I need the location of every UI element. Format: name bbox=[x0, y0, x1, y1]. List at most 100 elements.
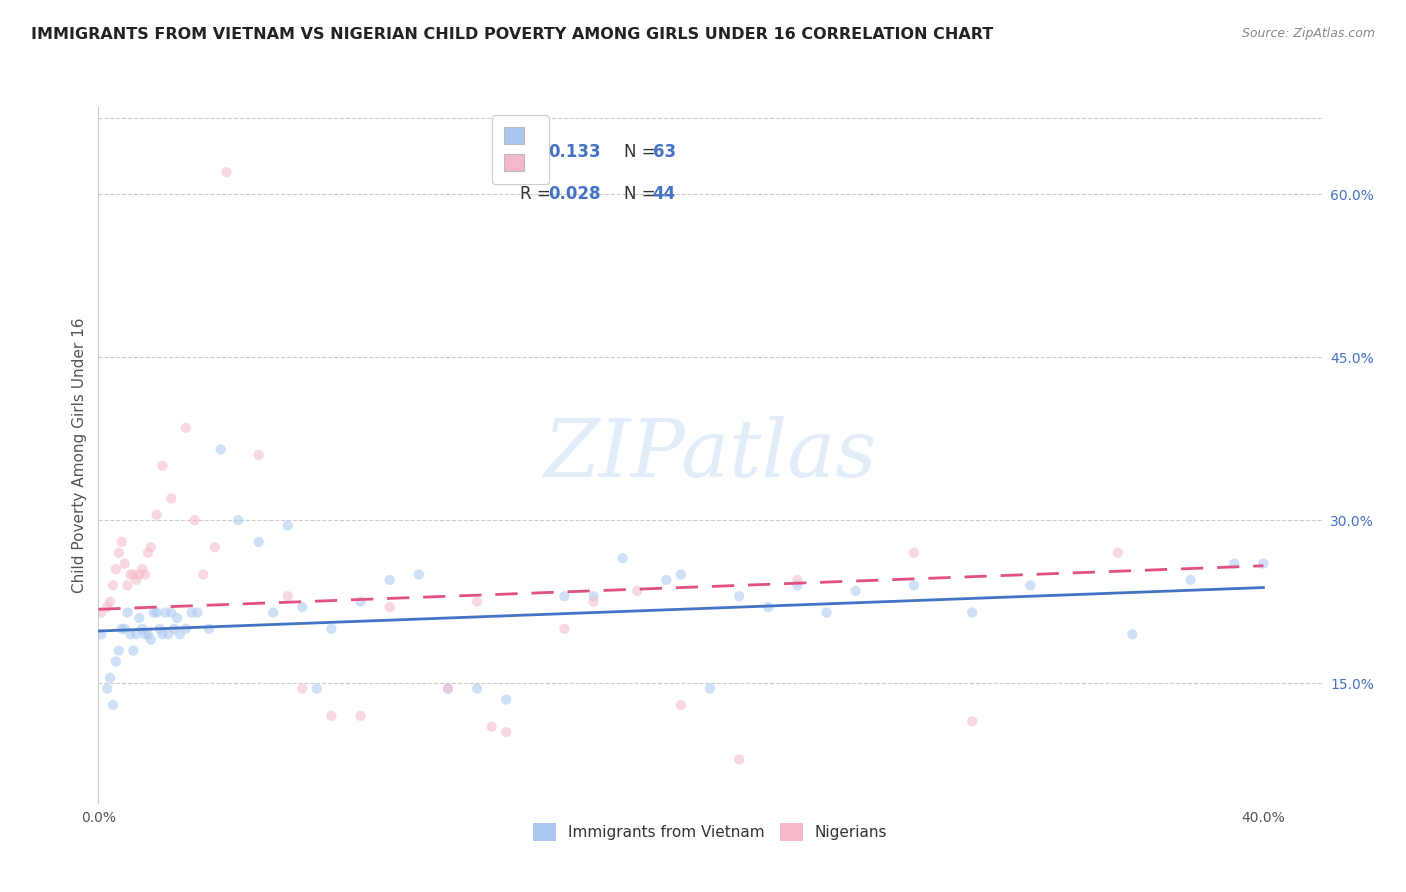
Point bbox=[122, 643, 145, 657]
Point bbox=[582, 589, 605, 603]
Point bbox=[149, 622, 172, 636]
Point bbox=[321, 708, 343, 723]
Point bbox=[155, 606, 177, 620]
Point bbox=[1253, 557, 1275, 571]
Point bbox=[145, 508, 167, 522]
Point bbox=[120, 627, 142, 641]
Point bbox=[104, 562, 127, 576]
Text: 44: 44 bbox=[652, 185, 676, 203]
Point bbox=[612, 551, 634, 566]
Point bbox=[903, 578, 925, 592]
Point bbox=[378, 573, 401, 587]
Point bbox=[1180, 573, 1202, 587]
Point bbox=[163, 622, 186, 636]
Text: ZIPatlas: ZIPatlas bbox=[543, 417, 877, 493]
Point bbox=[408, 567, 430, 582]
Point bbox=[582, 595, 605, 609]
Point bbox=[349, 708, 371, 723]
Point bbox=[321, 622, 343, 636]
Point bbox=[108, 546, 131, 560]
Point bbox=[669, 567, 692, 582]
Point bbox=[145, 606, 167, 620]
Point bbox=[166, 611, 188, 625]
Point bbox=[481, 720, 503, 734]
Point bbox=[277, 589, 299, 603]
Point bbox=[174, 421, 197, 435]
Point bbox=[139, 541, 162, 555]
Point bbox=[247, 448, 270, 462]
Point bbox=[204, 541, 226, 555]
Point bbox=[193, 567, 215, 582]
Point bbox=[152, 458, 174, 473]
Point bbox=[120, 567, 142, 582]
Point bbox=[131, 622, 153, 636]
Point bbox=[183, 513, 205, 527]
Point bbox=[349, 595, 371, 609]
Point bbox=[90, 606, 112, 620]
Text: 63: 63 bbox=[652, 144, 676, 161]
Point bbox=[437, 681, 460, 696]
Point bbox=[465, 681, 488, 696]
Point bbox=[157, 627, 180, 641]
Point bbox=[215, 165, 238, 179]
Point bbox=[114, 557, 136, 571]
Point bbox=[247, 534, 270, 549]
Point bbox=[117, 606, 139, 620]
Text: N =: N = bbox=[624, 185, 661, 203]
Point bbox=[1121, 627, 1143, 641]
Text: 0.028: 0.028 bbox=[548, 185, 600, 203]
Point bbox=[305, 681, 328, 696]
Point bbox=[495, 725, 517, 739]
Point bbox=[90, 627, 112, 641]
Point bbox=[465, 595, 488, 609]
Point bbox=[108, 643, 131, 657]
Point bbox=[655, 573, 678, 587]
Point bbox=[1107, 546, 1129, 560]
Point bbox=[209, 442, 232, 457]
Point bbox=[1019, 578, 1042, 592]
Point bbox=[728, 589, 751, 603]
Point bbox=[1223, 557, 1246, 571]
Text: 0.133: 0.133 bbox=[548, 144, 602, 161]
Point bbox=[101, 698, 124, 712]
Point bbox=[142, 606, 165, 620]
Point bbox=[786, 578, 808, 592]
Point bbox=[136, 627, 159, 641]
Y-axis label: Child Poverty Among Girls Under 16: Child Poverty Among Girls Under 16 bbox=[72, 318, 87, 592]
Point bbox=[122, 567, 145, 582]
Text: N =: N = bbox=[624, 144, 661, 161]
Point bbox=[960, 606, 983, 620]
Point bbox=[815, 606, 838, 620]
Point bbox=[903, 546, 925, 560]
Point bbox=[437, 681, 460, 696]
Point bbox=[101, 578, 124, 592]
Point bbox=[845, 583, 868, 598]
Point bbox=[111, 622, 134, 636]
Point bbox=[198, 622, 221, 636]
Point bbox=[160, 491, 183, 506]
Point bbox=[291, 600, 314, 615]
Text: R =: R = bbox=[520, 144, 557, 161]
Point bbox=[960, 714, 983, 729]
Point bbox=[786, 573, 808, 587]
Point bbox=[98, 595, 121, 609]
Text: IMMIGRANTS FROM VIETNAM VS NIGERIAN CHILD POVERTY AMONG GIRLS UNDER 16 CORRELATI: IMMIGRANTS FROM VIETNAM VS NIGERIAN CHIL… bbox=[31, 27, 993, 42]
Point bbox=[128, 567, 150, 582]
Point bbox=[104, 655, 127, 669]
Point bbox=[378, 600, 401, 615]
Point bbox=[553, 589, 575, 603]
Point bbox=[277, 518, 299, 533]
Point bbox=[114, 622, 136, 636]
Point bbox=[125, 627, 148, 641]
Text: Source: ZipAtlas.com: Source: ZipAtlas.com bbox=[1241, 27, 1375, 40]
Point bbox=[98, 671, 121, 685]
Point bbox=[728, 752, 751, 766]
Point bbox=[174, 622, 197, 636]
Point bbox=[136, 546, 159, 560]
Point bbox=[699, 681, 721, 696]
Point bbox=[160, 606, 183, 620]
Point bbox=[169, 627, 191, 641]
Point bbox=[180, 606, 202, 620]
Point bbox=[125, 573, 148, 587]
Point bbox=[117, 578, 139, 592]
